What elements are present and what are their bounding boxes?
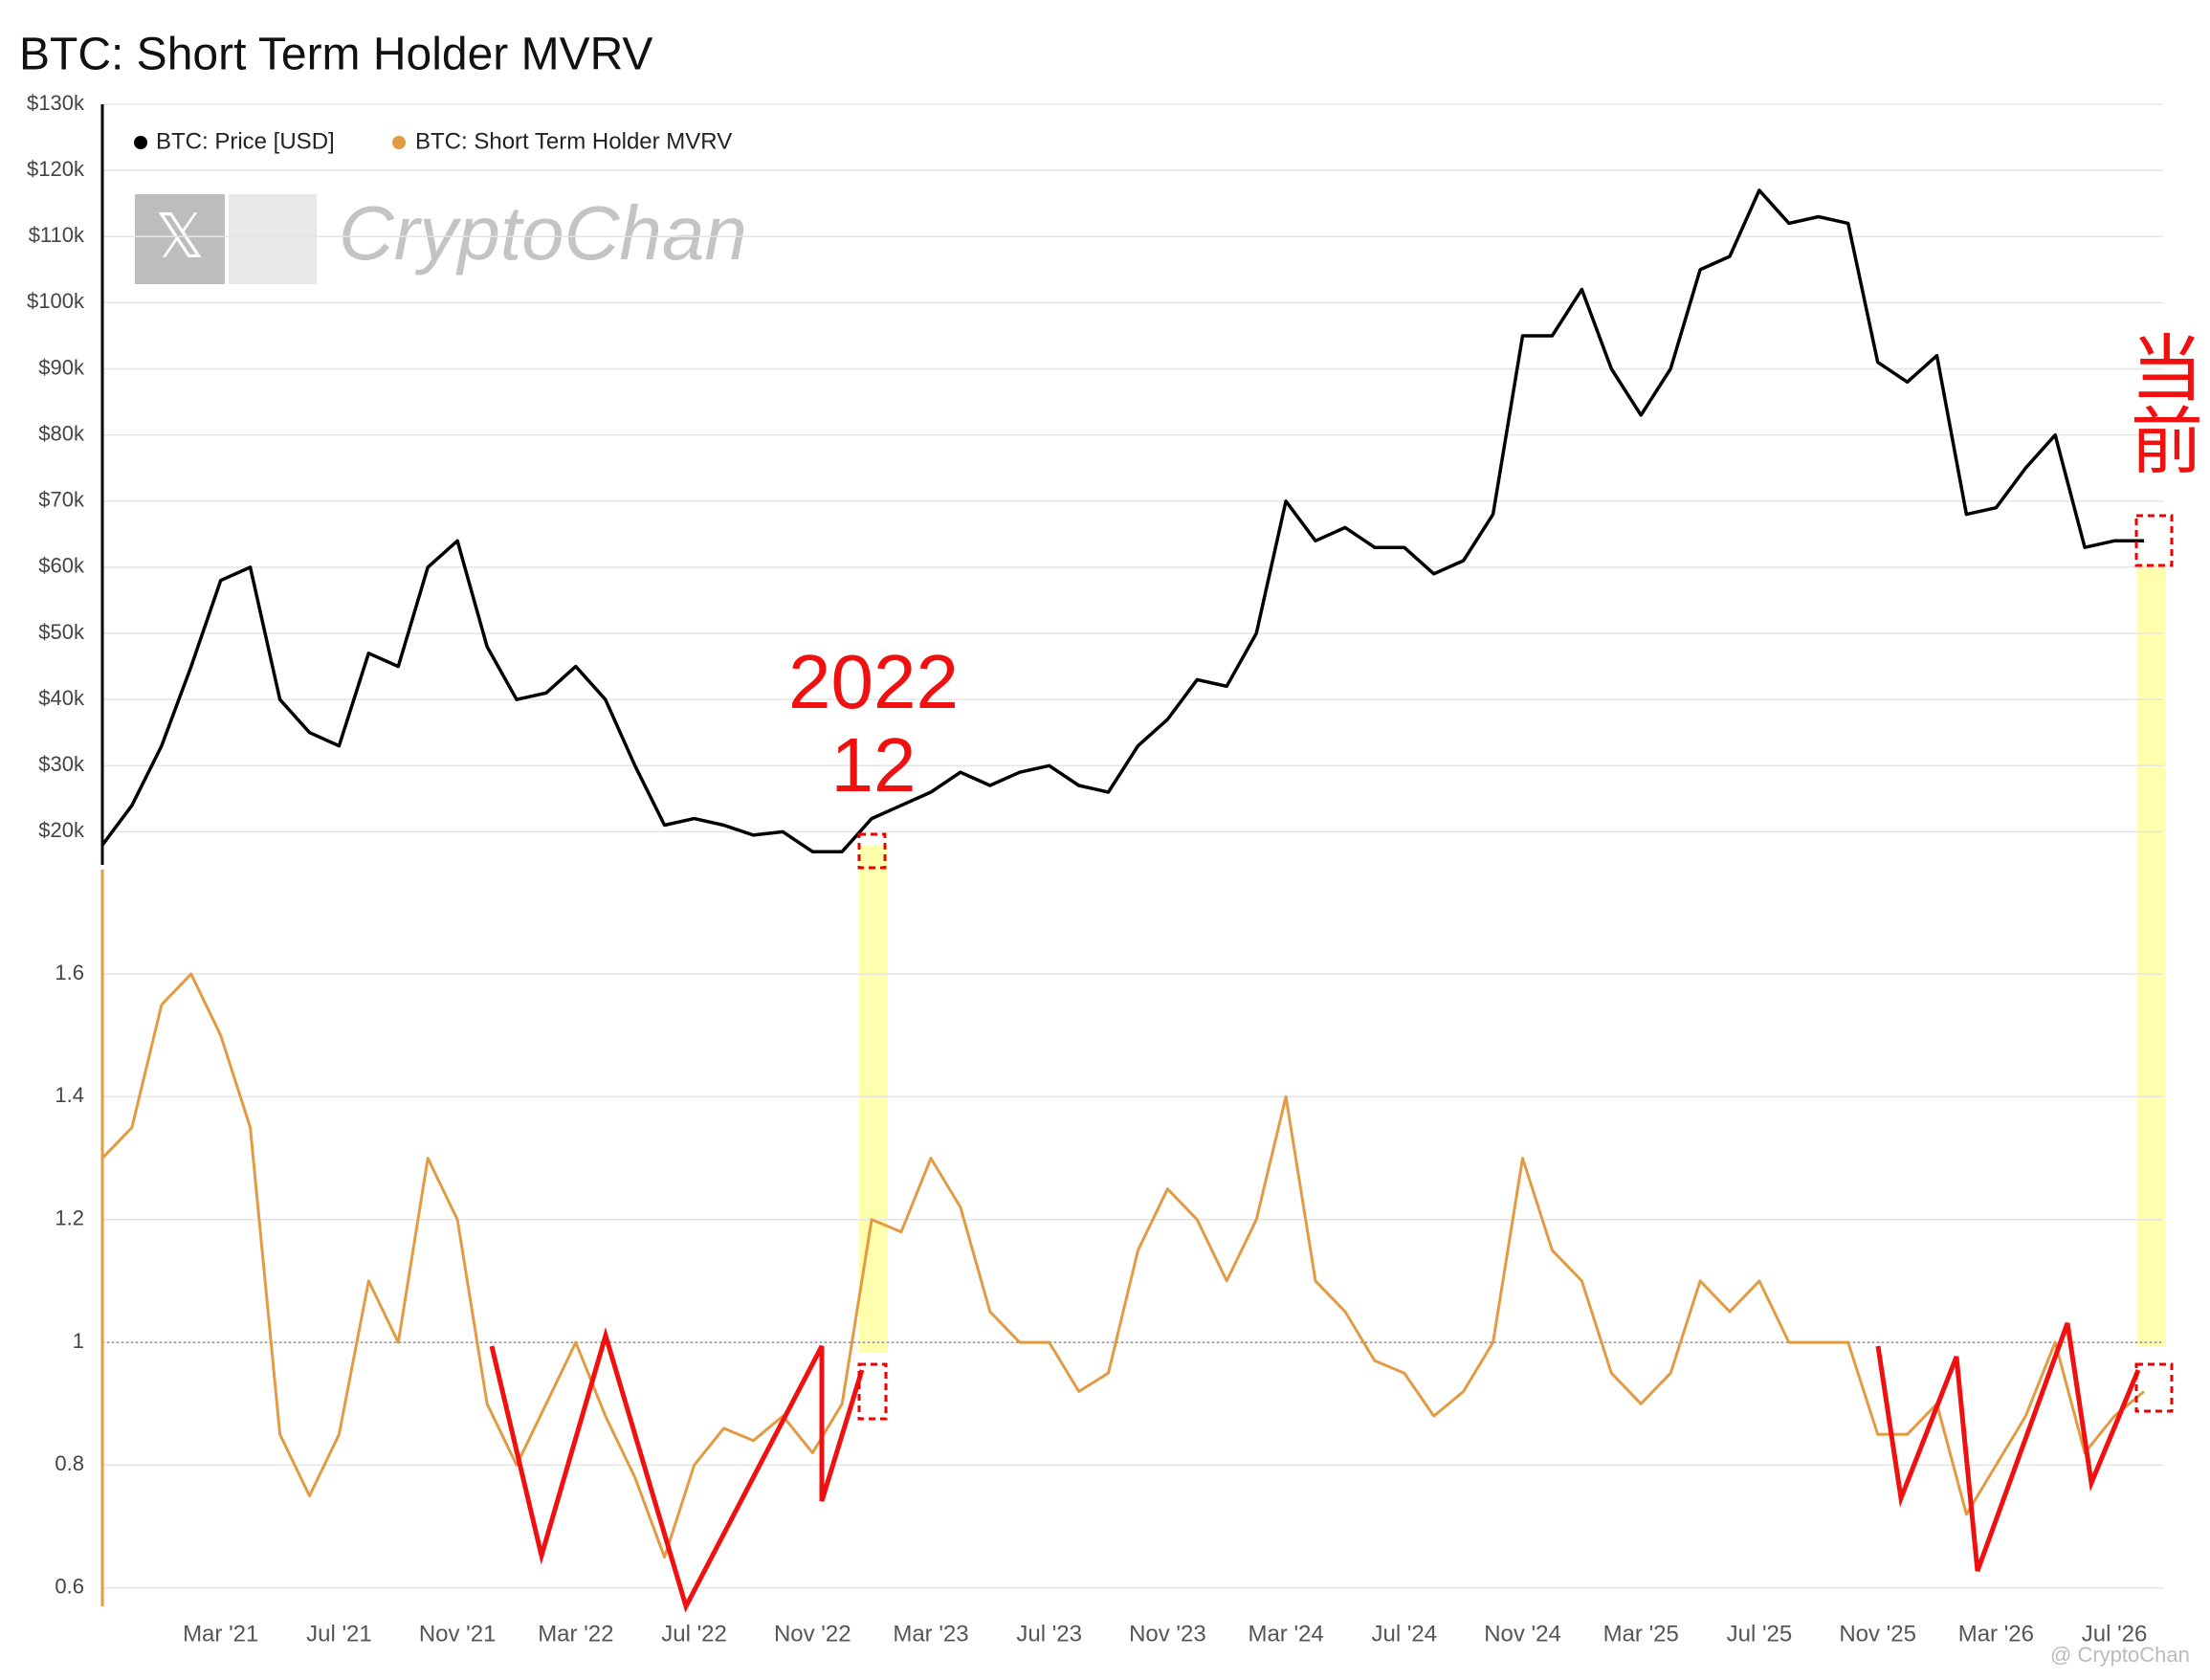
trend-zigzag [489, 1327, 865, 1613]
footer-watermark: @ CryptoChan [2050, 1643, 2190, 1667]
x-tick-label: Mar '26 [1958, 1621, 2034, 1647]
y-tick-label: 1.6 [55, 961, 84, 984]
y-tick-label: $130k [27, 91, 85, 115]
y-tick-label: $50k [38, 620, 85, 644]
x-tick-label: Nov '22 [774, 1621, 851, 1647]
y-tick-label: 0.6 [55, 1575, 84, 1599]
y-tick-label: $40k [38, 686, 85, 710]
annotation: 12 [831, 722, 917, 807]
trend-zigzag [1875, 1322, 2141, 1572]
highlight-box [857, 1362, 888, 1421]
legend-label: BTC: Price [USD] [156, 128, 335, 154]
highlight-box [2134, 1362, 2174, 1413]
highlight-band [2137, 564, 2166, 1346]
legend-marker [134, 136, 147, 149]
annotation: 2022 [788, 639, 959, 724]
annotation: 当前 [2119, 330, 2200, 475]
annotations: 2022 12 当前 [489, 330, 2200, 1613]
legend-marker [392, 136, 406, 149]
highlight-box [857, 832, 887, 870]
y-tick-label: $70k [38, 488, 85, 512]
watermark-avatar [229, 194, 317, 284]
y-tick-label: $110k [29, 223, 85, 247]
y-tick-label: $80k [38, 421, 85, 445]
x-tick-label: Nov '24 [1484, 1621, 1561, 1647]
series-line [100, 972, 2145, 1559]
legend-label: BTC: Short Term Holder MVRV [415, 128, 732, 154]
x-tick-label: Jul '26 [2082, 1621, 2148, 1647]
x-tick-label: Nov '21 [419, 1621, 497, 1647]
watermark: 𝕏 CryptoChan [135, 190, 747, 284]
x-tick-label: Mar '25 [1603, 1621, 1679, 1647]
x-tick-label: Jul '23 [1016, 1621, 1082, 1647]
chart-title: BTC: Short Term Holder MVRV [19, 30, 652, 80]
legend: BTC: Price [USD] BTC: Short Term Holder … [134, 128, 732, 154]
x-tick-label: Mar '23 [893, 1621, 968, 1647]
x-tick-label: Mar '24 [1248, 1621, 1323, 1647]
highlight-box [2134, 514, 2174, 567]
watermark-logo [135, 194, 225, 284]
y-tick-label: 1.4 [55, 1083, 84, 1107]
y-tick-label: $30k [38, 752, 85, 776]
y-tick-label: $90k [38, 355, 85, 379]
x-tick-label: Jul '25 [1727, 1621, 1793, 1647]
y-tick-label: $20k [38, 818, 85, 842]
y-tick-label: $60k [38, 554, 85, 578]
x-tick-label: Jul '24 [1371, 1621, 1437, 1647]
x-tick-label: Nov '23 [1129, 1621, 1206, 1647]
x-tick-label: Jul '22 [661, 1621, 727, 1647]
y-tick-label: $120k [27, 157, 85, 181]
x-tick-label: Mar '21 [183, 1621, 258, 1647]
y-tick-label: 0.8 [55, 1451, 84, 1475]
x-tick-label: Jul '21 [306, 1621, 372, 1647]
watermark-text: CryptoChan [339, 190, 747, 276]
y-tick-label: $100k [27, 289, 85, 313]
y-tick-label: 1.2 [55, 1206, 84, 1230]
x-tick-label: Mar '22 [538, 1621, 613, 1647]
x-tick-label: Nov '25 [1839, 1621, 1916, 1647]
y-tick-label: 1 [73, 1329, 84, 1353]
series-line [100, 188, 2144, 853]
